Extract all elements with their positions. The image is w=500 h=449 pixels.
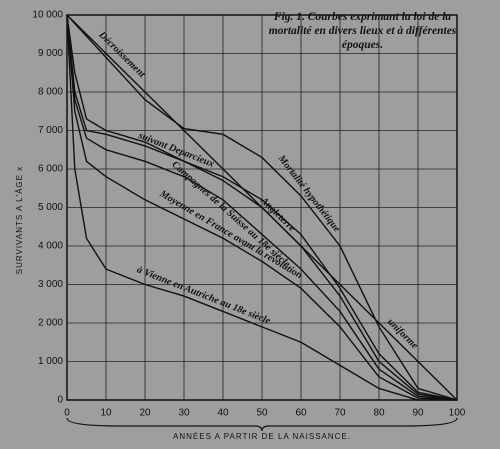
x-tick-label: 100 bbox=[449, 408, 466, 419]
y-tick-label: 5 000 bbox=[38, 202, 63, 213]
plot-frame bbox=[66, 14, 458, 401]
x-tick-label: 10 bbox=[100, 408, 112, 419]
title-box: Fig. 1. Courbes exprimant la loi de la m… bbox=[268, 11, 457, 51]
y-tick-label: 0 bbox=[57, 395, 63, 406]
x-tick-label: 0 bbox=[64, 408, 70, 419]
y-tick-label: 2 000 bbox=[38, 318, 63, 329]
series-line bbox=[66, 14, 458, 401]
x-tick-label: 30 bbox=[178, 408, 190, 419]
x-tick-label: 60 bbox=[295, 408, 307, 419]
curve-label: Moyenne en France avant la révolution bbox=[157, 188, 305, 282]
x-tick-label: 90 bbox=[412, 408, 424, 419]
y-axis-label: SURVIVANTS A L'ÂGE x bbox=[15, 166, 24, 274]
x-tick-label: 50 bbox=[256, 408, 268, 419]
y-tick-label: 7 000 bbox=[38, 125, 63, 136]
brace bbox=[66, 417, 458, 432]
x-axis-label: ANNÉES A PARTIR DE LA NAISSANCE. bbox=[173, 432, 351, 441]
y-tick-label: 9 000 bbox=[38, 48, 63, 59]
series-line bbox=[66, 14, 458, 401]
y-tick-label: 8 000 bbox=[38, 87, 63, 98]
series-line bbox=[66, 14, 458, 401]
x-tick-label: 70 bbox=[334, 408, 346, 419]
series-line bbox=[66, 14, 458, 401]
x-tick-label: 80 bbox=[373, 408, 385, 419]
y-tick-label: 1 000 bbox=[38, 356, 63, 367]
y-tick-label: 4 000 bbox=[38, 241, 63, 252]
y-tick-label: 3 000 bbox=[38, 279, 63, 290]
chart-title: Fig. 1. Courbes exprimant la loi de la m… bbox=[268, 11, 457, 51]
series-line bbox=[66, 14, 458, 401]
x-tick-label: 40 bbox=[217, 408, 229, 419]
y-tick-label: 6 000 bbox=[38, 164, 63, 175]
y-tick-label: 10 000 bbox=[32, 10, 63, 21]
curve-label: à Vienne en Autriche au 18e siècle bbox=[135, 264, 272, 327]
series-line bbox=[66, 14, 458, 401]
series-line bbox=[66, 14, 457, 401]
curve-label: Angleterre bbox=[258, 195, 298, 235]
x-tick-label: 20 bbox=[139, 408, 151, 419]
